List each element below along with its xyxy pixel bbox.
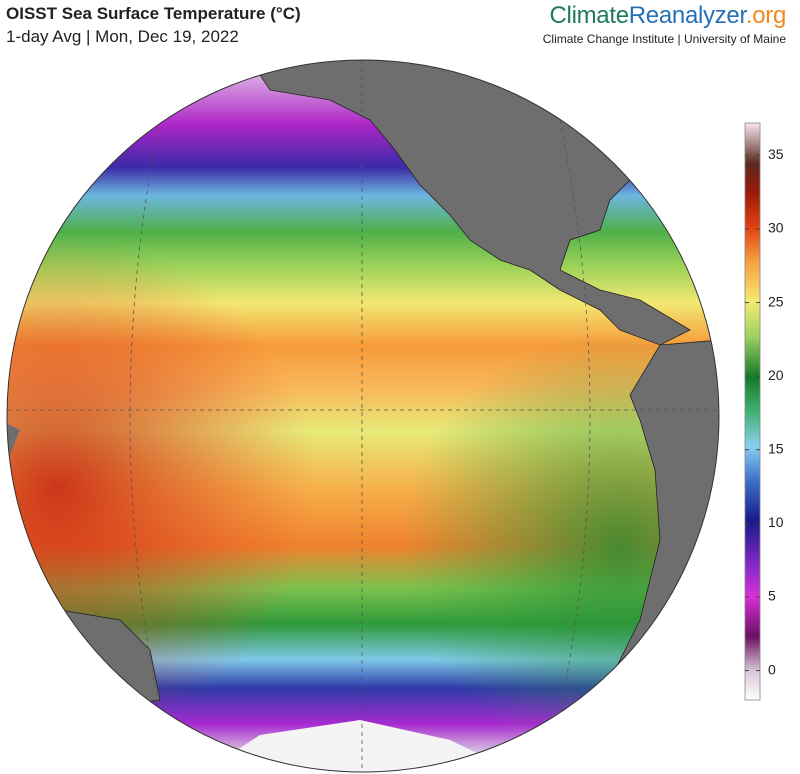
colorbar-label: 5 bbox=[768, 588, 776, 604]
colorbar-label: 25 bbox=[768, 293, 784, 309]
brand-part: .org bbox=[745, 2, 786, 29]
antarctica bbox=[200, 720, 520, 772]
asia bbox=[7, 420, 20, 480]
title: OISST Sea Surface Temperature (°C) bbox=[6, 4, 301, 23]
colorbar-label: 30 bbox=[768, 220, 784, 236]
colorbar bbox=[744, 122, 761, 701]
colorbar-label: 20 bbox=[768, 367, 784, 383]
brand-part: Reanalyzer bbox=[628, 2, 746, 29]
subtitle: 1-day Avg | Mon, Dec 19, 2022 bbox=[6, 27, 239, 46]
graticule bbox=[7, 60, 719, 772]
brand-part: Climate bbox=[549, 2, 630, 29]
brand: ClimateReanalyzer.org bbox=[550, 2, 787, 30]
colorbar-label: 0 bbox=[768, 661, 776, 677]
affiliation: Climate Change Institute | University of… bbox=[542, 32, 786, 46]
colorbar-label: 15 bbox=[768, 440, 784, 456]
globe-outline bbox=[6, 59, 720, 773]
colorbar-label: 10 bbox=[768, 514, 784, 530]
colorbar-label: 35 bbox=[768, 146, 784, 162]
globe bbox=[7, 60, 719, 772]
